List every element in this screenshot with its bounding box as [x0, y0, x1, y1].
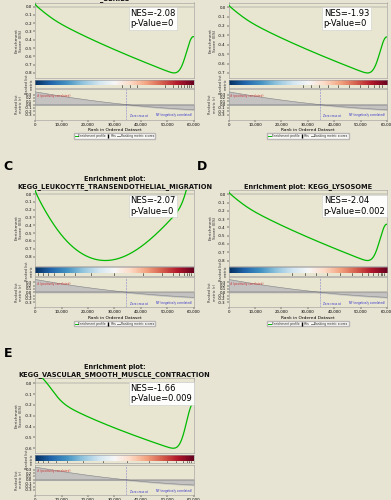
Y-axis label: Ranked list
metric (r): Ranked list metric (r): [15, 282, 23, 302]
Text: NES=-1.93
p-Value=0: NES=-1.93 p-Value=0: [324, 8, 369, 28]
Text: NF (negatively correlated): NF (negatively correlated): [156, 488, 192, 492]
Text: NF (negatively correlated): NF (negatively correlated): [156, 301, 192, 305]
Text: E: E: [4, 348, 12, 360]
Y-axis label: Ranked list
metric: Ranked list metric: [219, 74, 227, 94]
Y-axis label: Ranked list
metric: Ranked list metric: [25, 262, 34, 281]
Y-axis label: Ranked list
metric: Ranked list metric: [25, 74, 34, 94]
Y-axis label: Ranked list
metric (r): Ranked list metric (r): [15, 95, 23, 114]
Text: C: C: [4, 160, 13, 173]
Y-axis label: Ranked list
metric: Ranked list metric: [25, 450, 34, 469]
Y-axis label: Enrichment
Score (ES): Enrichment Score (ES): [208, 28, 217, 53]
Text: NES=-2.04
p-Value=0.002: NES=-2.04 p-Value=0.002: [324, 196, 386, 216]
Text: Zero cross at: Zero cross at: [129, 302, 147, 306]
Text: D: D: [197, 160, 207, 173]
Y-axis label: Ranked list
metric (r): Ranked list metric (r): [208, 282, 217, 302]
Text: NES=-2.08
p-Value=0: NES=-2.08 p-Value=0: [130, 8, 176, 28]
Text: # (positively correlated): # (positively correlated): [37, 94, 70, 98]
Title: Enrichment plot: KEGG_LYSOSOME: Enrichment plot: KEGG_LYSOSOME: [244, 183, 372, 190]
Y-axis label: Enrichment
Score (ES): Enrichment Score (ES): [208, 216, 217, 240]
Legend: Enrichment profile, Hits, Ranking metric scores: Enrichment profile, Hits, Ranking metric…: [74, 134, 155, 139]
Y-axis label: Enrichment
Score (ES): Enrichment Score (ES): [15, 216, 23, 240]
Legend: Enrichment profile, Hits, Ranking metric scores: Enrichment profile, Hits, Ranking metric…: [74, 321, 155, 326]
Text: Zero cross at: Zero cross at: [323, 302, 341, 306]
Text: NF (negatively correlated): NF (negatively correlated): [350, 114, 386, 117]
Text: # (positively correlated): # (positively correlated): [230, 94, 264, 98]
X-axis label: Rank in Ordered Dataset: Rank in Ordered Dataset: [281, 128, 335, 132]
Y-axis label: Ranked list
metric: Ranked list metric: [219, 262, 227, 281]
Text: NF (negatively correlated): NF (negatively correlated): [156, 114, 192, 117]
Y-axis label: Enrichment
Score (ES): Enrichment Score (ES): [15, 403, 23, 428]
Y-axis label: Ranked list
metric (r): Ranked list metric (r): [208, 95, 217, 114]
Text: Zero cross at: Zero cross at: [323, 114, 341, 118]
Title: Enrichment plot:
KEGG_VASCULAR_SMOOTH_MUSCLE_CONTRACTION: Enrichment plot: KEGG_VASCULAR_SMOOTH_MU…: [18, 364, 210, 378]
Text: NF (negatively correlated): NF (negatively correlated): [350, 301, 386, 305]
X-axis label: Rank in Ordered Dataset: Rank in Ordered Dataset: [88, 128, 141, 132]
Text: # (positively correlated): # (positively correlated): [37, 282, 70, 286]
Title: Enrichment plot:
KEGG_LEUKOCYTE_TRANSENDOTHELIAL_MIGRATION: Enrichment plot: KEGG_LEUKOCYTE_TRANSEND…: [17, 176, 212, 190]
Y-axis label: Ranked list
metric (r): Ranked list metric (r): [15, 470, 23, 490]
X-axis label: Rank in Ordered Dataset: Rank in Ordered Dataset: [281, 316, 335, 320]
X-axis label: Rank in Ordered Dataset: Rank in Ordered Dataset: [88, 316, 141, 320]
Y-axis label: Enrichment
Score (ES): Enrichment Score (ES): [15, 28, 23, 53]
Text: # (positively correlated): # (positively correlated): [230, 282, 264, 286]
Legend: Enrichment profile, Hits, Ranking metric scores: Enrichment profile, Hits, Ranking metric…: [267, 134, 348, 139]
Legend: Enrichment profile, Hits, Ranking metric scores: Enrichment profile, Hits, Ranking metric…: [267, 321, 348, 326]
Text: NES=-2.07
p-Value=0: NES=-2.07 p-Value=0: [130, 196, 176, 216]
Title: Enrichment plot:
KEGG_GLYCOSPHINGOLIPID_BIOSYNTHESIS_GANGLIO
_SERIES: Enrichment plot: KEGG_GLYCOSPHINGOLIPID_…: [15, 0, 213, 2]
Title: Enrichment plot:
KEGG_INTESTINAL_IMMUNE_NETWORK_FOR_IGA_PRO
DUCTION: Enrichment plot: KEGG_INTESTINAL_IMMUNE_…: [208, 0, 391, 2]
Text: NES=-1.66
p-Value=0.009: NES=-1.66 p-Value=0.009: [130, 384, 192, 403]
Text: # (positively correlated): # (positively correlated): [37, 470, 70, 474]
Text: Zero cross at: Zero cross at: [129, 114, 147, 118]
Text: Zero cross at: Zero cross at: [129, 490, 147, 494]
